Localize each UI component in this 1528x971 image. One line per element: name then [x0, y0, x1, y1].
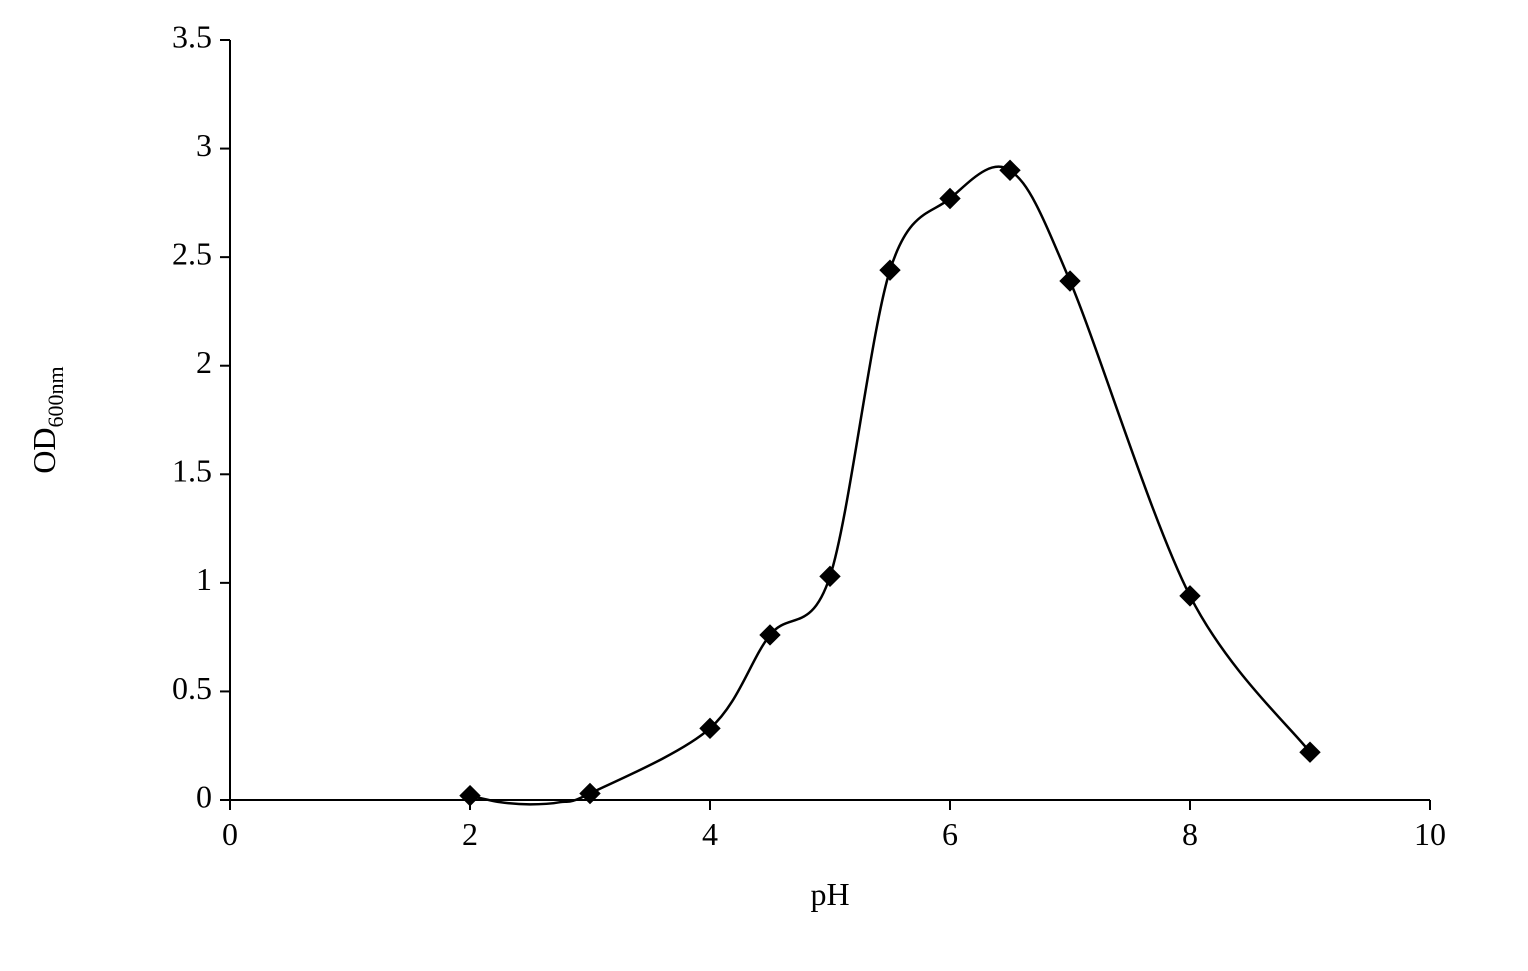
- x-tick-label: 10: [1414, 816, 1446, 852]
- data-marker: [880, 260, 900, 280]
- data-marker: [460, 786, 480, 806]
- x-axis-label: pH: [810, 876, 849, 912]
- y-tick-label: 2.5: [172, 235, 212, 271]
- y-tick-label: 1.5: [172, 453, 212, 489]
- y-tick-label: 0.5: [172, 670, 212, 706]
- y-tick-label: 1: [196, 561, 212, 597]
- x-tick-label: 4: [702, 816, 718, 852]
- x-tick-label: 8: [1182, 816, 1198, 852]
- y-tick-label: 0: [196, 778, 212, 814]
- x-tick-label: 0: [222, 816, 238, 852]
- data-marker: [1060, 271, 1080, 291]
- line-chart: 0 0.5 1 1.5 2 2.5 3 3.5 0 2 4 6 8 10 pH OD600nm: [0, 0, 1528, 971]
- data-marker: [820, 566, 840, 586]
- chart-container: 0 0.5 1 1.5 2 2.5 3 3.5 0 2 4 6 8 10 pH OD600nm: [0, 0, 1528, 971]
- y-axis-label: OD600nm: [26, 366, 68, 473]
- y-tick-label: 3: [196, 127, 212, 163]
- y-tick-label: 3.5: [172, 18, 212, 54]
- x-tick-label: 6: [942, 816, 958, 852]
- x-tick-label: 2: [462, 816, 478, 852]
- data-marker: [1180, 586, 1200, 606]
- y-tick-label: 2: [196, 344, 212, 380]
